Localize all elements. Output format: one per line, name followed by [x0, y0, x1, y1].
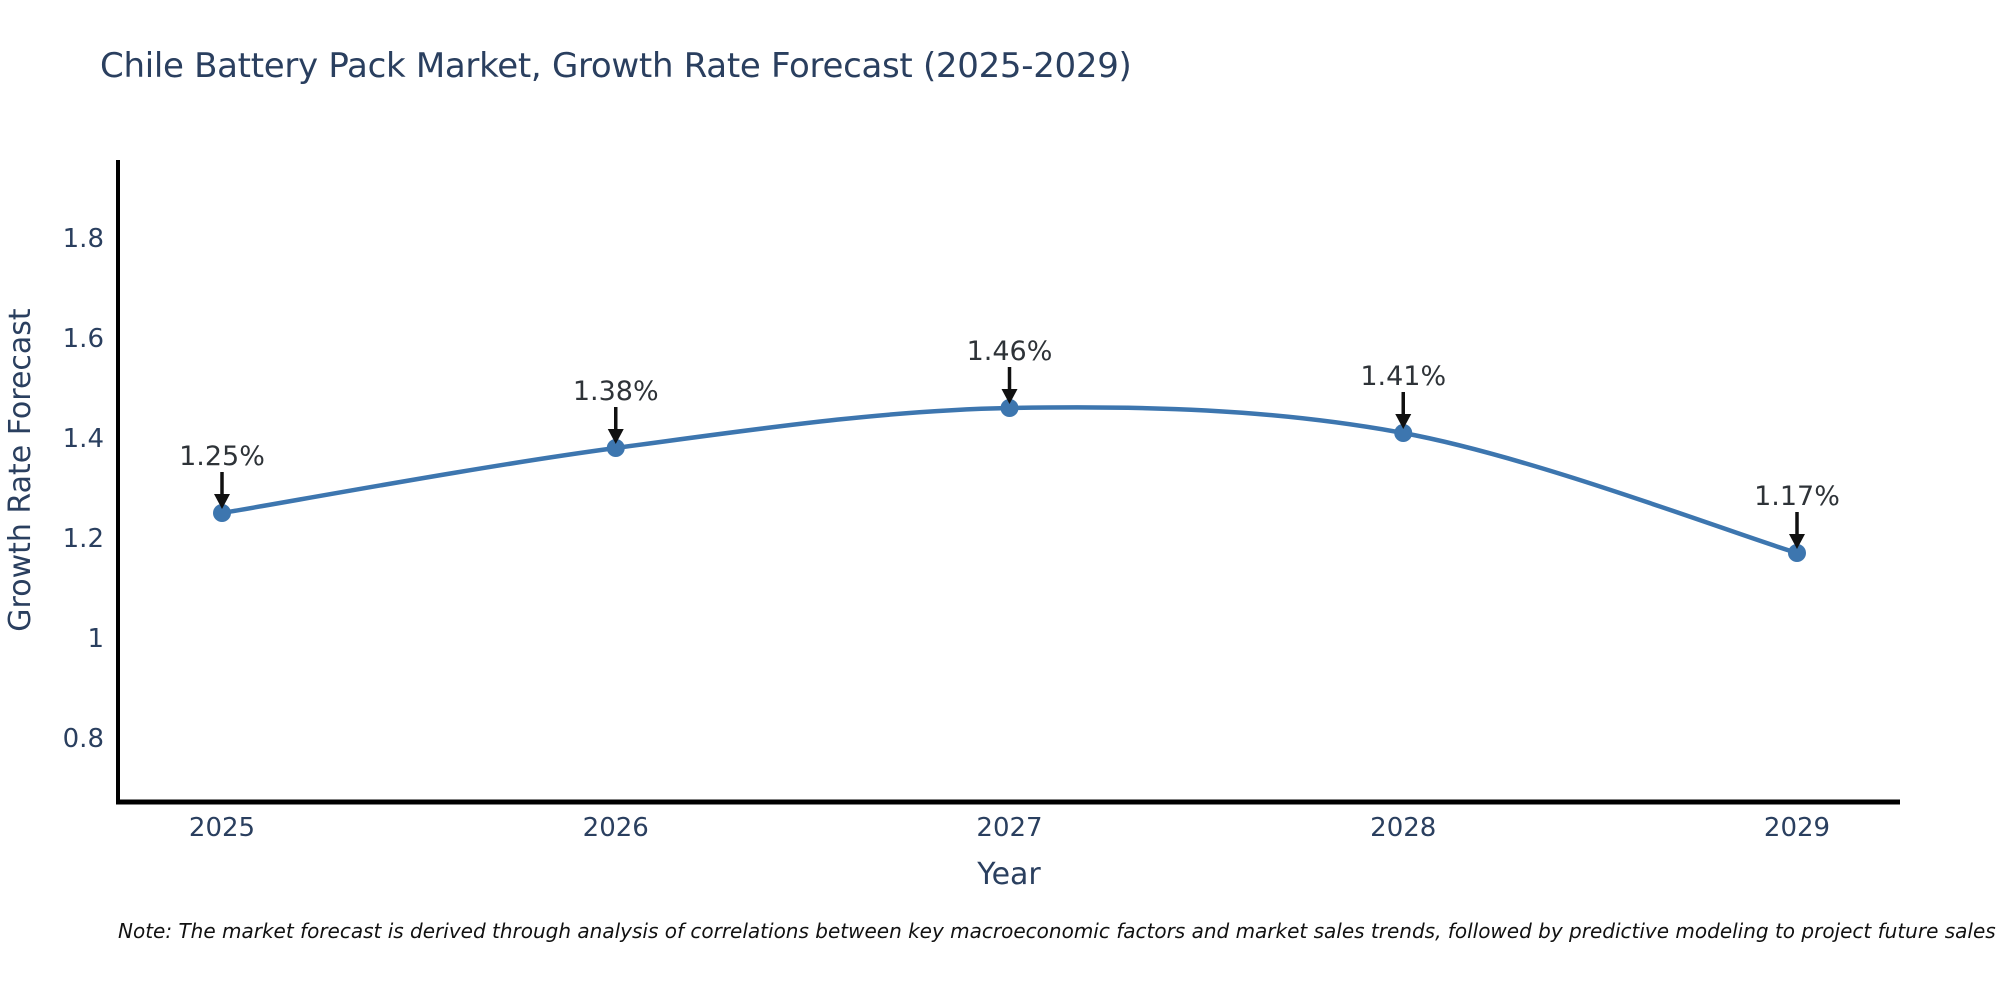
x-tick-label: 2028	[1370, 813, 1436, 843]
x-tick-label: 2027	[976, 813, 1042, 843]
x-tick-label: 2026	[583, 813, 649, 843]
y-tick-label: 0.8	[63, 724, 104, 754]
y-tick-label: 1.8	[63, 224, 104, 254]
annotation-arrowhead-icon	[607, 429, 624, 444]
data-point-marker[interactable]	[1000, 399, 1019, 417]
y-tick-label: 1	[87, 624, 104, 654]
data-point-marker[interactable]	[1788, 544, 1806, 562]
x-tick-label: 2025	[189, 813, 255, 843]
point-value-label: 1.41%	[1360, 361, 1446, 392]
chart-title: Chile Battery Pack Market, Growth Rate F…	[100, 46, 1132, 86]
data-point-marker[interactable]	[213, 504, 231, 522]
annotation-arrowhead-icon	[1395, 414, 1412, 429]
line-series	[213, 399, 1806, 562]
point-value-label: 1.46%	[967, 336, 1053, 367]
point-value-label: 1.38%	[573, 376, 659, 407]
point-value-label: 1.25%	[179, 441, 265, 472]
x-tick-label: 2029	[1764, 813, 1830, 843]
x-axis-title: Year	[976, 857, 1041, 892]
x-tick-labels: 2025 2026 2027 2028 2029	[189, 813, 1830, 843]
annotation-arrowhead-icon	[214, 494, 230, 509]
forecast-line	[221, 405, 1798, 556]
data-point-marker[interactable]	[606, 439, 625, 457]
point-value-label: 1.17%	[1754, 481, 1840, 512]
y-axis-title: Growth Rate Forecast	[3, 308, 38, 632]
axes	[116, 160, 1900, 805]
y-tick-label: 1.2	[63, 524, 104, 554]
data-point-marker[interactable]	[1394, 424, 1413, 442]
y-tick-label: 1.4	[63, 424, 104, 454]
point-annotations: 1.25% 1.38% 1.46% 1.41% 1.17%	[179, 336, 1840, 549]
annotation-arrowhead-icon	[1789, 534, 1805, 549]
footnote-text: Note: The market forecast is derived thr…	[118, 919, 1996, 943]
y-tick-label: 1.6	[63, 324, 104, 354]
annotation-arrowhead-icon	[1001, 389, 1018, 404]
y-tick-labels: 0.8 1 1.2 1.4 1.6 1.8	[63, 224, 104, 754]
